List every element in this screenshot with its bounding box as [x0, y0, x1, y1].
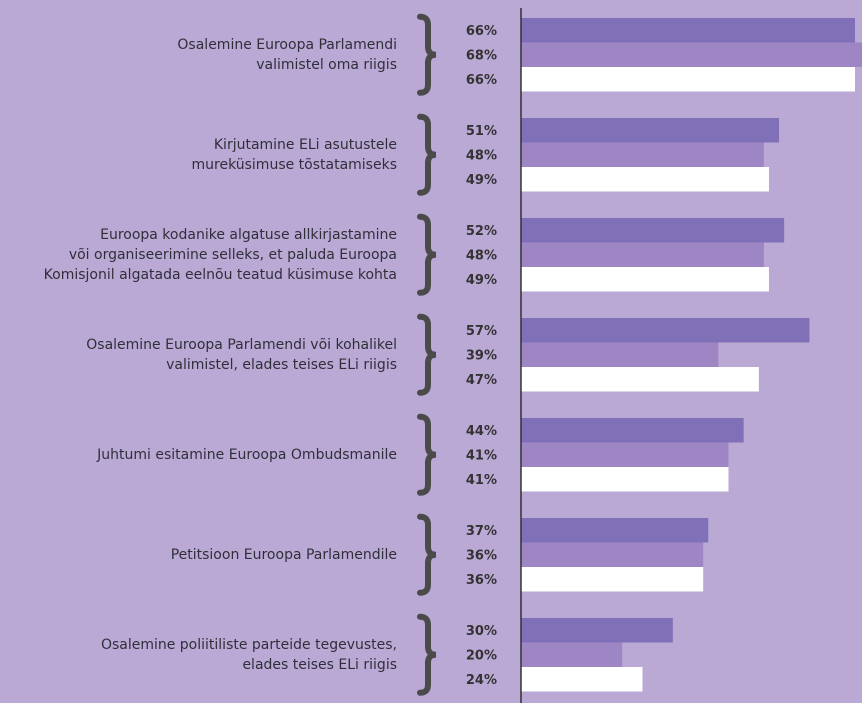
brace: [417, 213, 437, 296]
bar: [521, 342, 719, 367]
brace: [417, 513, 437, 596]
bar: [521, 542, 704, 567]
bar: [521, 467, 729, 492]
bar: [521, 667, 643, 692]
value-label: 68%: [466, 48, 497, 63]
value-label: 48%: [466, 248, 497, 263]
value-label: 41%: [466, 448, 497, 463]
bar: [521, 218, 785, 243]
value-label: 37%: [466, 524, 497, 539]
bar: [521, 142, 764, 167]
category-label: Osalemine poliitiliste parteide tegevust…: [100, 636, 397, 673]
bar: [521, 318, 810, 343]
value-label: 30%: [466, 624, 497, 639]
bar: [521, 642, 623, 667]
value-label: 51%: [466, 124, 497, 139]
brace: [417, 313, 437, 396]
bar: [521, 267, 769, 292]
bar: [521, 242, 764, 267]
category-label: Kirjutamine ELi asutustele mureküsimuse …: [191, 136, 398, 173]
brace: [417, 413, 437, 496]
category-label: Petitsioon Euroopa Parlamendile: [170, 546, 397, 563]
bar: [521, 442, 729, 467]
category-label: Osalemine Euroopa Parlamendi või kohalik…: [86, 336, 397, 373]
value-label: 36%: [466, 573, 497, 588]
bar: [521, 18, 855, 43]
bar: [521, 518, 709, 543]
bar: [521, 67, 855, 92]
value-label: 41%: [466, 473, 497, 488]
bar: [521, 367, 759, 392]
bar: [521, 567, 704, 592]
value-label: 49%: [466, 173, 497, 188]
value-label: 52%: [466, 224, 497, 239]
value-label: 57%: [466, 324, 497, 339]
value-label: 66%: [466, 73, 497, 88]
value-label: 36%: [466, 548, 497, 563]
value-label: 47%: [466, 373, 497, 388]
value-label: 39%: [466, 348, 497, 363]
category-label: Euroopa kodanike algatuse allkirjastamin…: [43, 226, 397, 283]
value-label: 66%: [466, 24, 497, 39]
value-label: 44%: [466, 424, 497, 439]
value-label: 24%: [466, 673, 497, 688]
brace: [417, 13, 437, 96]
bar: [521, 42, 862, 67]
bar: [521, 618, 673, 643]
value-label: 20%: [466, 648, 497, 663]
value-label: 48%: [466, 148, 497, 163]
bar: [521, 418, 744, 443]
value-label: 49%: [466, 273, 497, 288]
brace: [417, 613, 437, 696]
category-label: Juhtumi esitamine Euroopa Ombudsmanile: [97, 446, 397, 463]
brace: [417, 113, 437, 196]
category-label: Osalemine Euroopa Parlamendi valimistel …: [177, 36, 397, 73]
bar: [521, 167, 769, 192]
bar: [521, 118, 780, 143]
